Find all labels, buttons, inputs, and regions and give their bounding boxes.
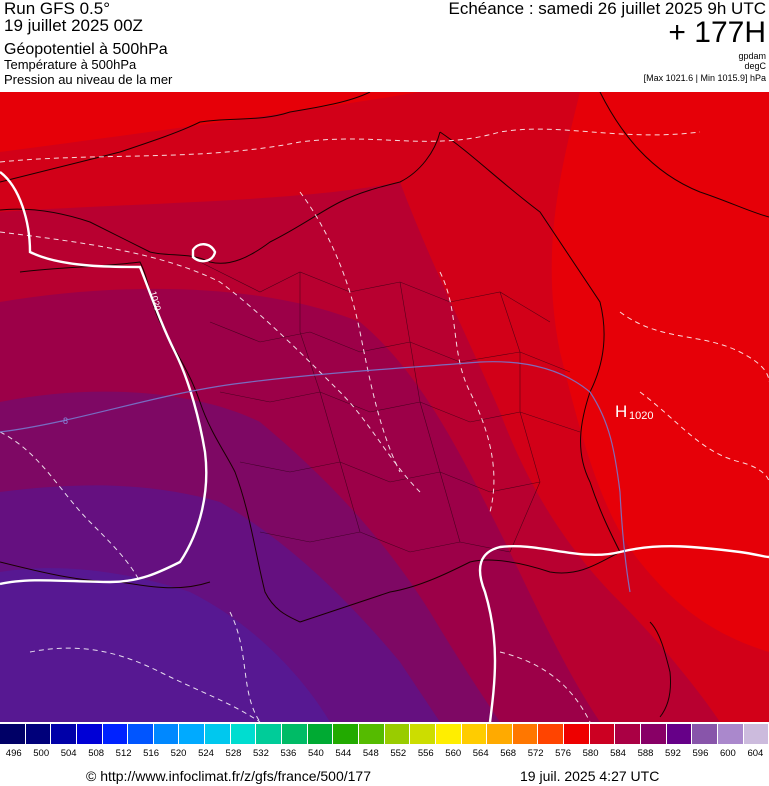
scale-swatch xyxy=(589,724,616,744)
scale-tick-label: 552 xyxy=(390,748,407,759)
scale-tick-label: 544 xyxy=(335,748,352,759)
band-564 xyxy=(0,568,330,722)
scale-tick-label: 512 xyxy=(115,748,132,759)
scale-swatch xyxy=(179,724,206,744)
scale-tick-label: 532 xyxy=(253,748,269,759)
scale-tick-label: 568 xyxy=(500,748,517,759)
scale-swatch xyxy=(641,724,667,744)
isobars xyxy=(0,171,769,722)
scale-tick-label: 508 xyxy=(88,748,105,759)
scale-tick-label: 528 xyxy=(225,748,242,759)
scale-swatch xyxy=(538,724,565,744)
scale-tick-label: 500 xyxy=(33,748,50,759)
pressure-label: Pression au niveau de la mer xyxy=(4,72,173,87)
isotherm-label: -8 xyxy=(60,416,68,426)
scale-swatch xyxy=(461,724,488,744)
scale-swatch xyxy=(0,724,26,744)
footer-url: © http://www.infoclimat.fr/z/gfs/france/… xyxy=(86,768,371,784)
scale-swatch xyxy=(333,724,359,744)
scale-swatch xyxy=(717,724,744,744)
scale-tick-label: 584 xyxy=(610,748,626,759)
scale-tick-label: 556 xyxy=(417,748,434,759)
scale-swatch xyxy=(743,724,769,744)
scale-swatch xyxy=(512,724,539,744)
scale-swatch xyxy=(282,724,308,744)
scale-swatch xyxy=(25,724,52,744)
scale-tick-label: 516 xyxy=(143,748,159,759)
scale-swatch xyxy=(410,724,436,744)
forecast-map: H 1020 1020 -8 xyxy=(0,92,769,722)
scale-tick-label: 576 xyxy=(555,748,572,759)
scale-swatch xyxy=(102,724,129,744)
scale-swatch xyxy=(256,724,283,744)
run-title: Run GFS 0.5° xyxy=(4,0,111,18)
scale-swatch xyxy=(487,724,513,744)
forecast-hour: + 177H xyxy=(668,16,766,49)
unit-gpdam: gpdam xyxy=(738,51,766,61)
footer-date: 19 juil. 2025 4:27 UTC xyxy=(520,768,660,784)
pressure-minmax: [Max 1021.6 | Min 1015.9] hPa xyxy=(643,73,766,83)
scale-tick-label: 592 xyxy=(665,748,681,759)
scale-swatch xyxy=(564,724,590,744)
color-scale xyxy=(0,724,769,744)
scale-swatch xyxy=(358,724,385,744)
scale-swatch xyxy=(128,724,154,744)
scale-swatch xyxy=(384,724,411,744)
high-pressure-label: H xyxy=(615,402,627,421)
unit-degc: degC xyxy=(744,61,766,71)
isotherm-minus8 xyxy=(0,361,631,593)
scale-swatch xyxy=(666,724,693,744)
scale-ticks: 496 500 504 508 512 516 520 524 528 532 536 540 544 5… xyxy=(0,748,769,762)
scale-swatch xyxy=(307,724,334,744)
scale-tick-label: 560 xyxy=(445,748,462,759)
scale-tick-label: 564 xyxy=(472,748,489,759)
forecast-time: Echéance : samedi 26 juillet 2025 9h UTC xyxy=(448,0,766,18)
region-borders xyxy=(199,261,581,553)
scale-swatch xyxy=(230,724,257,744)
high-pressure-value: 1020 xyxy=(629,410,653,422)
scale-tick-label: 536 xyxy=(280,748,297,759)
scale-tick-label: 548 xyxy=(362,748,379,759)
scale-tick-label: 496 xyxy=(5,748,22,759)
scale-swatch xyxy=(615,724,642,744)
scale-tick-label: 504 xyxy=(60,748,77,759)
geopotential-label: Géopotentiel à 500hPa xyxy=(4,41,168,58)
scale-tick-label: 540 xyxy=(307,748,324,759)
scale-tick-label: 524 xyxy=(198,748,214,759)
scale-tick-label: 580 xyxy=(582,748,599,759)
scale-swatch xyxy=(76,724,103,744)
temperature-label: Température à 500hPa xyxy=(4,57,137,72)
scale-swatch xyxy=(153,724,180,744)
scale-tick-label: 588 xyxy=(637,748,654,759)
scale-swatch xyxy=(692,724,718,744)
scale-swatch xyxy=(205,724,231,744)
scale-tick-label: 604 xyxy=(747,748,764,759)
isotherms xyxy=(0,128,769,722)
scale-swatch xyxy=(51,724,77,744)
scale-tick-label: 520 xyxy=(170,748,187,759)
scale-tick-label: 600 xyxy=(719,748,736,759)
scale-tick-label: 596 xyxy=(692,748,709,759)
scale-tick-label: 572 xyxy=(527,748,544,759)
scale-swatch xyxy=(435,724,462,744)
run-date: 19 juillet 2025 00Z xyxy=(4,16,143,35)
